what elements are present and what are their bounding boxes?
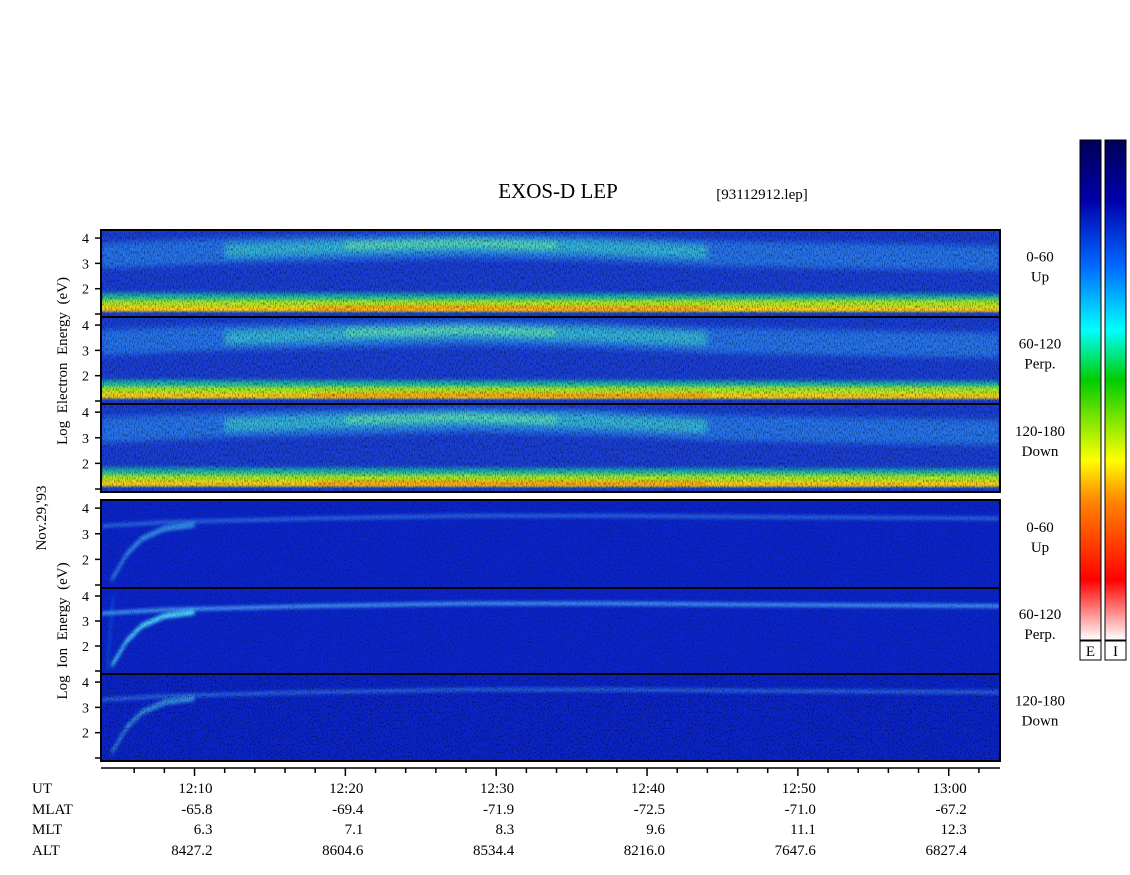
y-tick-label: 3 — [82, 432, 89, 447]
y-tick-label: 4 — [82, 406, 89, 421]
orbit-row-value: 8534.4 — [473, 843, 515, 859]
y-tick-label: 3 — [82, 701, 89, 716]
noise-speckle — [101, 230, 1000, 317]
orbit-row-value: 13:00 — [933, 781, 967, 797]
colorbar-label: E — [1086, 644, 1095, 660]
ion-frame — [100, 499, 1001, 762]
orbit-row-value: 12.3 — [940, 822, 966, 838]
spectrogram-panel-6 — [101, 674, 1000, 761]
orbit-info-table: UT 12:10 12:20 12:30 12:40 12:50 13:00 MLAT -65.… — [32, 781, 967, 859]
orbit-row-value: 6.3 — [194, 822, 213, 838]
y-axis-label-word: Ion — [55, 647, 71, 675]
y-tick-label: 2 — [82, 640, 89, 655]
colorbar-label-box — [1104, 640, 1127, 661]
y-tick-label: 4 — [82, 319, 89, 334]
orbit-row-value: -71.9 — [483, 802, 514, 818]
y-tick-label: 3 — [82, 528, 89, 543]
orbit-row-value: -67.2 — [935, 802, 966, 818]
y-axis-label-word: Energy — [55, 311, 71, 362]
y-tick-label: 3 — [82, 344, 89, 359]
spectrogram-panel-1 — [101, 230, 1000, 317]
channel-label-pitch: 60-120 — [1019, 337, 1062, 353]
y-axis-label-word: Log — [55, 675, 71, 700]
channel-label-pitch: 120-180 — [1015, 694, 1065, 710]
axes: 4 3 2 0-60 Up 4 3 2 60-120 Perp. 4 3 2 120-180 Down 4 3 2… — [55, 229, 1065, 776]
orbit-row-value: 12:20 — [329, 781, 363, 797]
y-tick-label: 4 — [82, 232, 89, 247]
date-label: Nov.29,'93 — [34, 485, 50, 550]
orbit-row-value: 12:40 — [631, 781, 665, 797]
orbit-row-value: -72.5 — [634, 802, 665, 818]
colorbar-scale — [1079, 139, 1102, 641]
channel-label-direction: Perp. — [1024, 357, 1055, 373]
y-axis-label: Log Electron Energy (eV) — [55, 277, 71, 445]
colorbar-label: I — [1113, 644, 1118, 660]
orbit-row-label: ALT — [32, 843, 60, 859]
noise-speckle — [101, 674, 1000, 761]
orbit-row-value: 12:10 — [178, 781, 212, 797]
channel-label-direction: Down — [1022, 444, 1059, 460]
y-tick-label: 4 — [82, 502, 89, 517]
orbit-row-value: 11.1 — [790, 822, 816, 838]
channel-label-pitch: 0-60 — [1026, 250, 1054, 266]
spectrogram-panel-5 — [101, 588, 1000, 674]
channel-label-pitch: 0-60 — [1026, 520, 1054, 536]
orbit-row-value: 8427.2 — [171, 843, 212, 859]
orbit-row-value: 6827.4 — [925, 843, 967, 859]
spectrogram-panels — [101, 229, 1000, 761]
orbit-row-value: 12:50 — [782, 781, 816, 797]
colorbar-label-box — [1079, 640, 1102, 661]
orbit-row-value: 8604.6 — [322, 843, 364, 859]
spectrogram-panel-2 — [101, 317, 1000, 404]
y-axis-label-word: (eV) — [55, 562, 71, 597]
orbit-row-value: -71.0 — [785, 802, 816, 818]
y-tick-label: 2 — [82, 457, 89, 472]
spectrogram-panel-3 — [101, 404, 1000, 492]
channel-label-pitch: 120-180 — [1015, 424, 1065, 440]
y-tick-label: 3 — [82, 615, 89, 630]
orbit-row-value: 7647.6 — [775, 843, 817, 859]
channel-label-direction: Down — [1022, 714, 1059, 730]
spectrogram-panel-4 — [101, 500, 1000, 588]
y-axis-label-word: Energy — [55, 597, 71, 648]
chart-title: EXOS-D LEP — [498, 179, 618, 203]
y-axis-label-word: Electron — [55, 362, 71, 421]
orbit-row-value: 9.6 — [646, 822, 665, 838]
colorbar-scale — [1104, 139, 1127, 641]
noise-speckle — [101, 588, 1000, 674]
orbit-row-label: UT — [32, 781, 52, 797]
orbit-row-label: MLAT — [32, 802, 73, 818]
orbit-row-value: 12:30 — [480, 781, 514, 797]
y-axis-label-word: Log — [55, 420, 71, 445]
y-tick-label: 2 — [82, 553, 89, 568]
y-tick-label: 2 — [82, 283, 89, 298]
y-axis-label-word: (eV) — [55, 277, 71, 312]
noise-speckle — [101, 404, 1000, 492]
noise-speckle — [101, 317, 1000, 404]
file-label: [93112912.lep] — [716, 187, 808, 203]
y-tick-label: 2 — [82, 727, 89, 742]
y-tick-label: 3 — [82, 257, 89, 272]
channel-label-direction: Perp. — [1024, 627, 1055, 643]
channel-label-direction: Up — [1031, 540, 1049, 556]
channel-label-direction: Up — [1031, 270, 1049, 286]
orbit-row-value: 8216.0 — [624, 843, 665, 859]
y-tick-label: 4 — [82, 676, 89, 691]
electron-frame — [100, 229, 1001, 493]
channel-label-pitch: 60-120 — [1019, 607, 1062, 623]
orbit-row-label: MLT — [32, 822, 62, 838]
y-axis-label: Log Ion Energy (eV) — [55, 562, 71, 699]
noise-speckle — [101, 500, 1000, 588]
orbit-row-value: 8.3 — [495, 822, 514, 838]
orbit-row-value: -65.8 — [181, 802, 212, 818]
orbit-row-value: -69.4 — [332, 802, 364, 818]
y-tick-label: 4 — [82, 590, 89, 605]
orbit-row-value: 7.1 — [345, 822, 364, 838]
y-tick-label: 2 — [82, 370, 89, 385]
